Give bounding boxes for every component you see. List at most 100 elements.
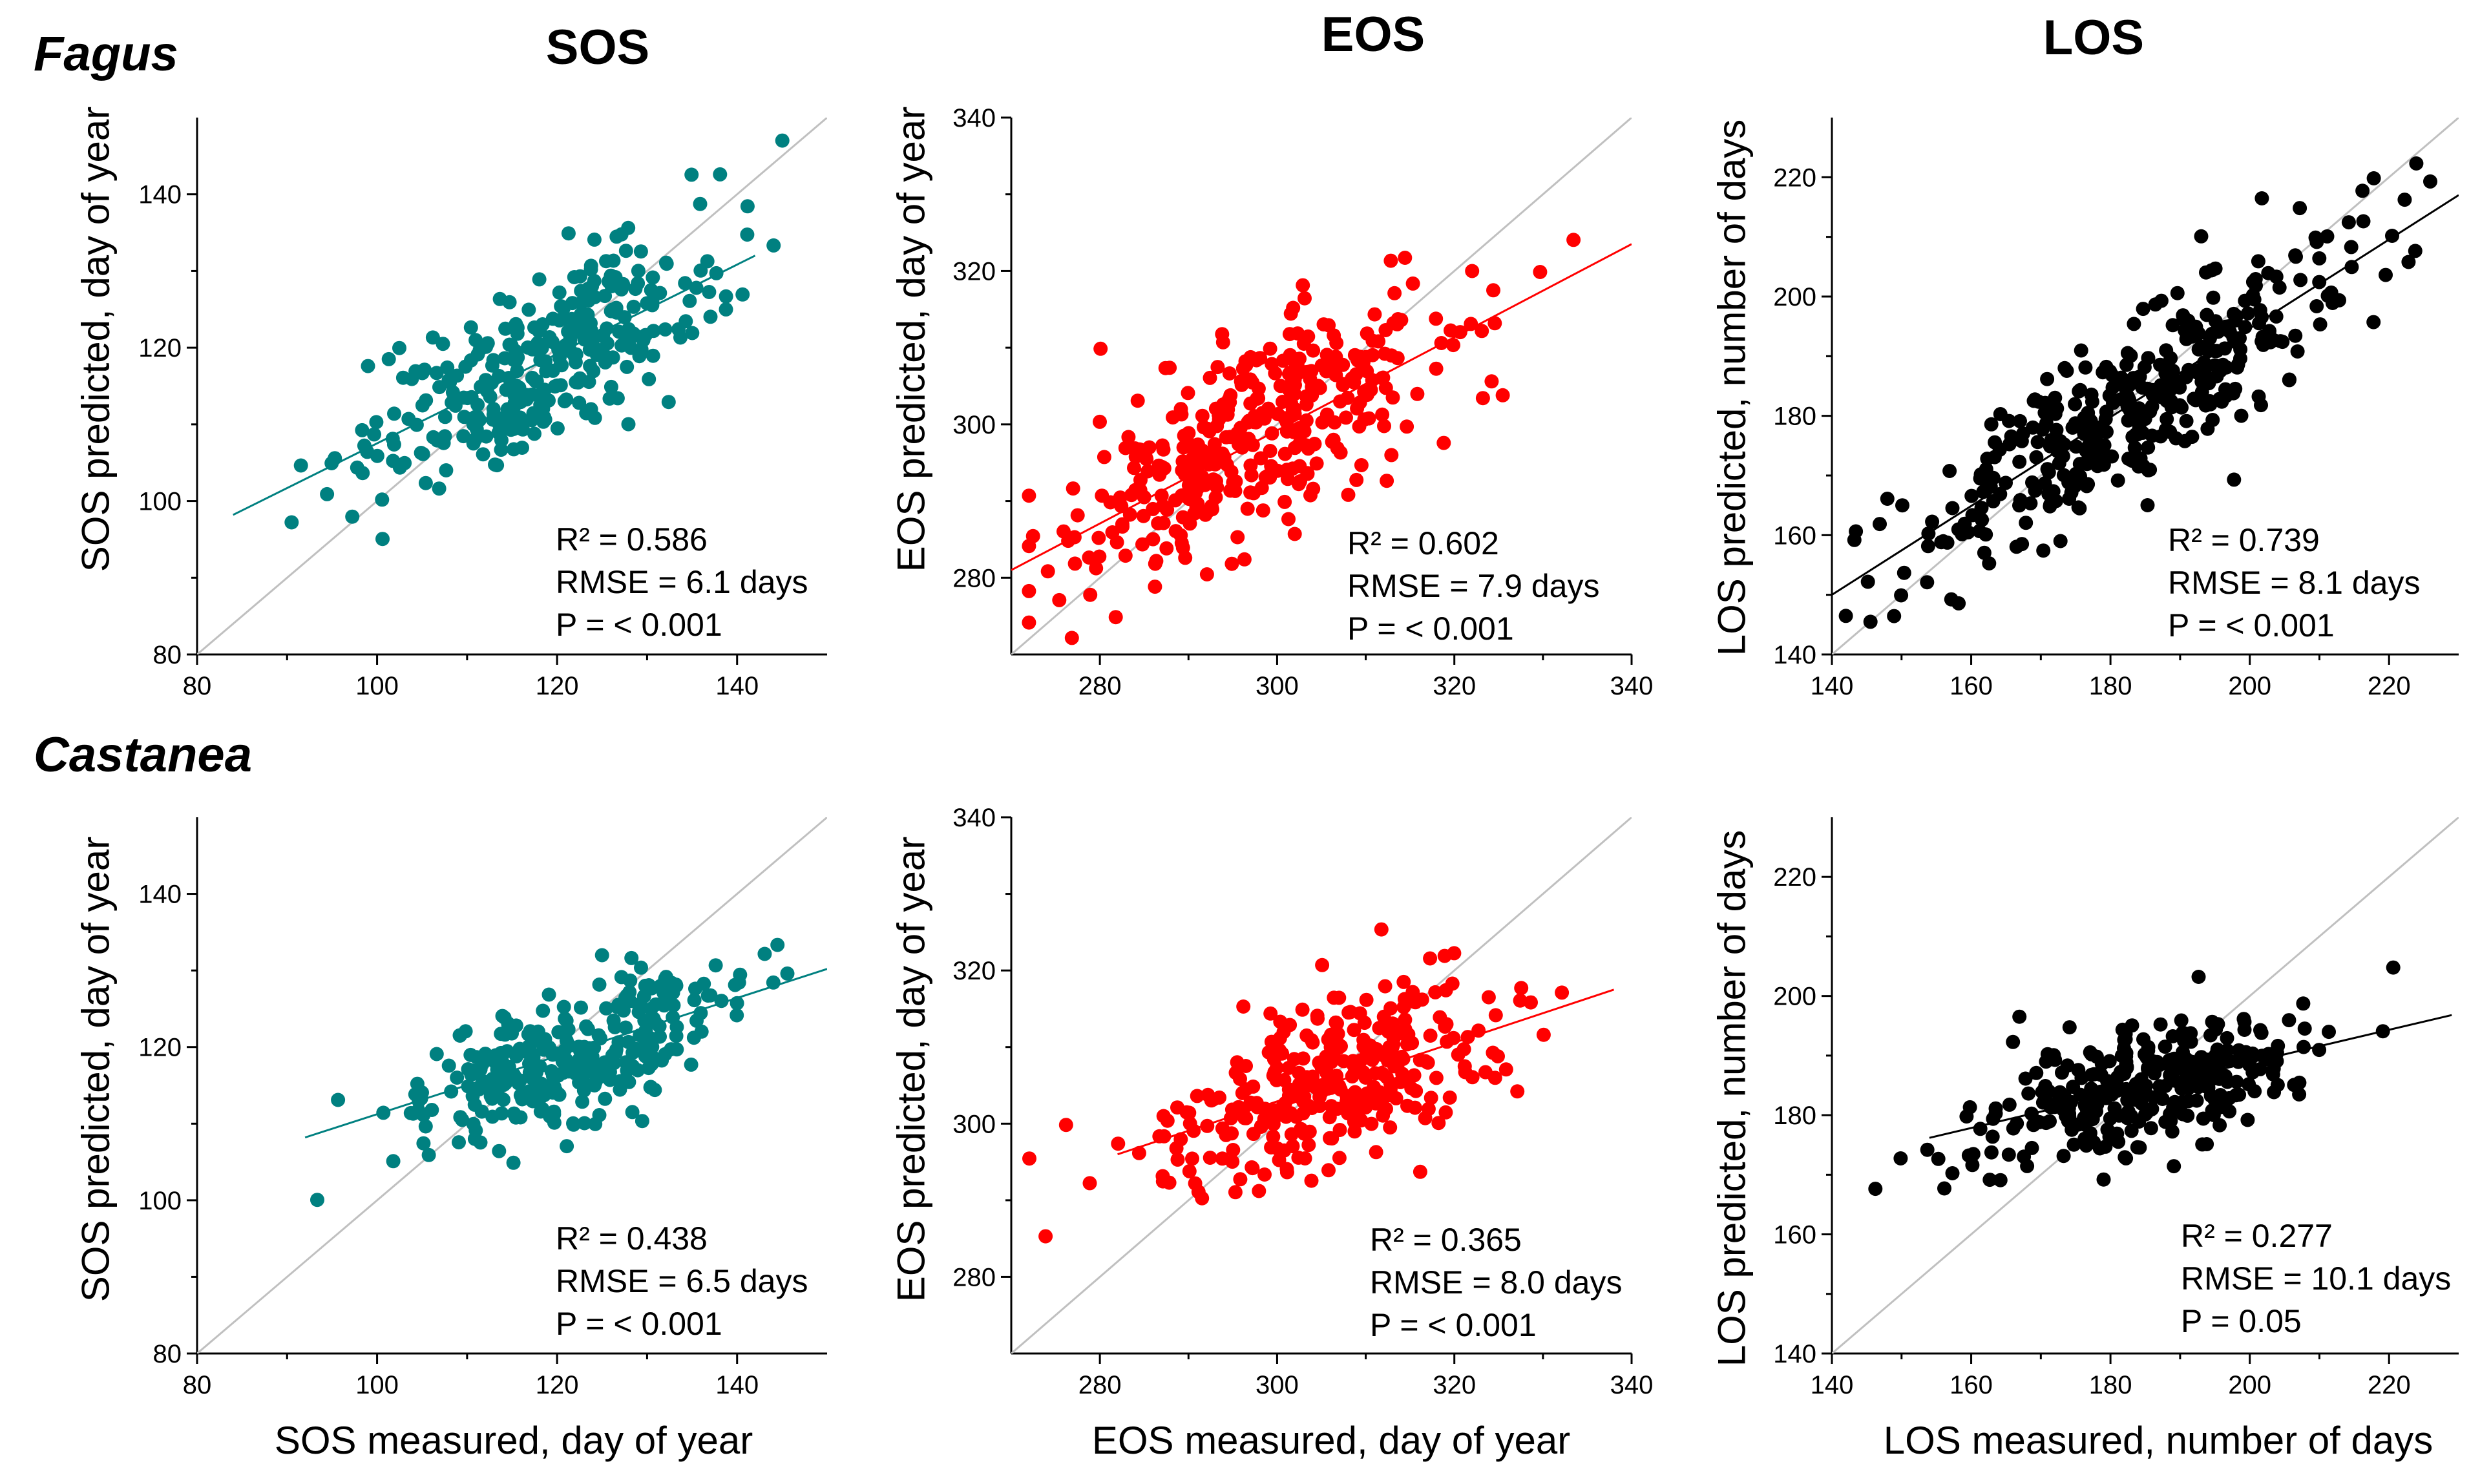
data-point [2270,1078,2285,1092]
data-point [375,532,390,547]
data-point [2293,201,2307,216]
data-point [2169,431,2183,446]
data-point [2332,293,2346,308]
data-point [2107,1101,2122,1116]
x-tick-label: 140 [1811,672,1854,700]
x-tick-label: 340 [1610,1371,1654,1399]
y-tick-label: 120 [138,1034,182,1062]
ylabel-fagus-sos: SOS predicted, day of year [74,106,118,572]
data-point [1230,426,1245,441]
data-point [1230,1055,1245,1070]
xlabel-castanea-los: LOS measured, number of days [1883,1419,2433,1462]
x-tick-label: 180 [2089,1371,2132,1399]
data-point [1297,424,1312,439]
data-point [1378,979,1393,994]
x-tick-label: 120 [536,1371,579,1399]
data-point [574,1000,588,1015]
data-point [441,1058,456,1073]
data-point [452,1135,466,1150]
data-point [1108,610,1123,625]
data-point [1170,1100,1184,1115]
data-point [1296,278,1310,293]
stat-p: P = < 0.001 [1347,611,1514,647]
plot-area [197,118,827,654]
data-point [682,293,697,308]
data-point [1210,360,1225,375]
data-point [2002,1097,2017,1112]
data-point [1291,477,1306,492]
data-point [392,460,407,475]
data-point [1498,1062,1513,1077]
data-point [448,398,463,413]
data-point [520,388,534,402]
data-point [1395,1067,1410,1082]
data-point [635,1114,649,1129]
data-point [1322,1110,1337,1125]
data-point [2214,394,2229,409]
data-point [2096,365,2110,380]
data-point [609,305,624,320]
data-point [2092,1141,2107,1156]
data-point [2227,472,2242,487]
data-point [1347,1124,1362,1139]
data-point [1423,1029,1438,1043]
data-point [604,379,618,394]
data-point [1285,371,1299,386]
data-point [1170,1152,1185,1167]
column-title-eos: EOS [1321,7,1425,62]
y-tick-label: 180 [1773,1102,1816,1130]
data-point [1162,361,1177,375]
x-tick-label: 140 [715,672,759,700]
stat-p: P = < 0.001 [556,607,722,643]
data-point [1849,524,1864,539]
data-point [1175,510,1190,525]
stats-castanea-eos: R² = 0.365 RMSE = 8.0 days P = < 0.001 [1370,1218,1622,1346]
data-point [2147,1090,2161,1105]
data-point [2029,450,2044,465]
y-tick-label: 80 [153,1340,182,1368]
data-point [1254,451,1268,466]
data-point [2356,214,2371,229]
data-point [1312,381,1327,395]
data-point [719,289,733,304]
data-point [2055,449,2070,464]
data-point [1897,565,1911,580]
data-point [1380,474,1394,488]
data-point [2053,534,2068,549]
data-point [1275,1046,1290,1061]
data-point [1299,1070,1314,1085]
data-point [1127,461,1141,476]
data-point [1447,946,1462,961]
data-point [2199,265,2213,280]
data-point [1093,341,1108,356]
data-point [452,1029,467,1043]
data-point [1228,1185,1243,1200]
data-point [1022,615,1036,630]
data-point [2160,412,2174,426]
data-point [1349,367,1363,382]
data-point [684,1057,699,1072]
data-point [1299,397,1314,412]
data-point [634,960,648,975]
ylabel-fagus-eos: EOS predicted, day of year [889,106,933,572]
data-point [1962,1100,1977,1114]
data-point [2234,408,2249,423]
plot-area [197,817,827,1353]
y-tick-label: 100 [138,1187,182,1215]
data-point [1190,1089,1204,1103]
data-point [492,291,507,306]
data-point [653,979,667,994]
data-point [2205,413,2220,427]
data-point [646,324,661,339]
data-point [588,1075,603,1090]
data-point [472,413,487,427]
data-point [1282,327,1297,342]
data-point [2118,1150,2132,1165]
data-point [1299,438,1314,453]
stat-rmse: RMSE = 6.5 days [556,1263,808,1299]
data-point [2056,468,2071,483]
data-point [2127,317,2141,331]
data-point [515,441,529,455]
data-point [2272,280,2287,295]
data-point [2180,1075,2195,1090]
